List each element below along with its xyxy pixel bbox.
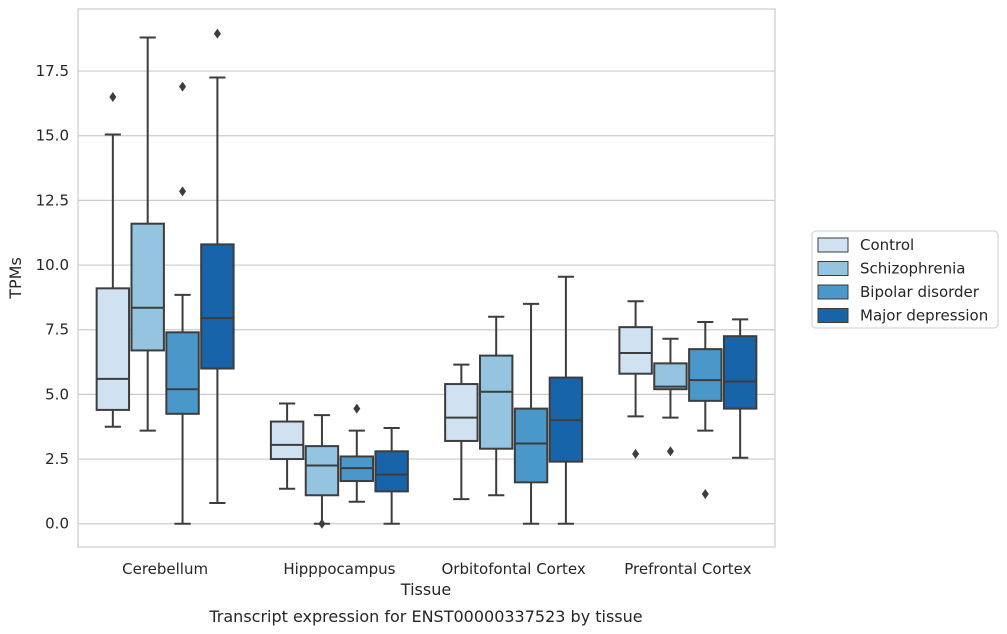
box-group bbox=[618, 300, 653, 459]
legend-swatch bbox=[817, 261, 849, 276]
box-group bbox=[339, 403, 375, 503]
box bbox=[95, 287, 131, 411]
y-tick-label: 2.5 bbox=[45, 450, 69, 468]
y-tick-labels: 0.0 2.5 5.0 7.5 10.0 12.5 15.0 17.5 bbox=[36, 62, 69, 533]
y-tick-label: 7.5 bbox=[45, 321, 69, 339]
x-axis-label: Tissue bbox=[400, 580, 451, 599]
box-group bbox=[269, 402, 305, 490]
y-tick-label: 5.0 bbox=[45, 385, 69, 403]
y-axis-label: TPMs bbox=[6, 257, 25, 300]
box bbox=[130, 222, 165, 352]
y-tick-label: 15.0 bbox=[36, 127, 69, 145]
box-group bbox=[95, 91, 131, 428]
box bbox=[653, 362, 688, 391]
outlier-point bbox=[666, 446, 674, 457]
box bbox=[165, 331, 200, 415]
legend-swatch bbox=[817, 308, 849, 323]
box bbox=[688, 348, 723, 402]
box-series-layer bbox=[95, 28, 758, 529]
box-group bbox=[548, 275, 584, 525]
x-tick-label: Cerebellum bbox=[122, 560, 208, 578]
box bbox=[618, 326, 653, 375]
box bbox=[200, 243, 235, 370]
legend-label: Bipolar disorder bbox=[860, 283, 980, 301]
box-group bbox=[130, 36, 165, 432]
box bbox=[374, 450, 409, 493]
outlier-point bbox=[701, 488, 709, 499]
box-group bbox=[304, 414, 340, 529]
box-group bbox=[722, 318, 758, 459]
box-group bbox=[653, 337, 688, 457]
y-tick-label: 12.5 bbox=[36, 191, 69, 209]
outlier-point bbox=[318, 518, 326, 529]
outlier-point bbox=[179, 186, 187, 197]
x-tick-label: Prefrontal Cortex bbox=[624, 560, 751, 578]
box bbox=[304, 445, 340, 497]
y-tick-label: 17.5 bbox=[36, 62, 69, 80]
box-group bbox=[478, 315, 514, 497]
chart-caption: Transcript expression for ENST0000033752… bbox=[208, 607, 642, 626]
legend-label: Schizophrenia bbox=[860, 260, 965, 278]
outlier-point bbox=[353, 403, 361, 414]
box-group bbox=[444, 363, 479, 501]
x-tick-label: Hipppocampus bbox=[283, 560, 395, 578]
y-tick-label: 10.0 bbox=[36, 256, 69, 274]
box-group bbox=[200, 28, 235, 505]
outlier-point bbox=[632, 448, 640, 459]
box bbox=[478, 354, 514, 450]
y-tick-label: 0.0 bbox=[45, 515, 69, 533]
legend-label: Control bbox=[860, 236, 914, 254]
x-tick-labels: Cerebellum Hipppocampus Orbitofontal Corte… bbox=[122, 560, 751, 578]
box-group bbox=[513, 302, 549, 525]
x-tick-label: Orbitofontal Cortex bbox=[442, 560, 586, 578]
box bbox=[722, 335, 758, 410]
box bbox=[444, 383, 479, 442]
box-group bbox=[165, 81, 200, 525]
box-group bbox=[688, 320, 723, 499]
box-group bbox=[374, 427, 409, 525]
legend-swatch bbox=[817, 237, 849, 253]
legend: Control Schizophrenia Bipolar disorder Majo… bbox=[811, 230, 999, 329]
legend-swatch bbox=[817, 284, 849, 300]
plot-frame bbox=[77, 8, 776, 548]
box bbox=[269, 420, 305, 461]
outlier-point bbox=[179, 81, 187, 92]
outlier-point bbox=[109, 91, 117, 102]
outlier-point bbox=[213, 28, 221, 39]
legend-frame bbox=[811, 230, 999, 329]
plot-area bbox=[78, 9, 775, 547]
legend-label: Major depression bbox=[860, 307, 988, 325]
box bbox=[513, 407, 549, 484]
